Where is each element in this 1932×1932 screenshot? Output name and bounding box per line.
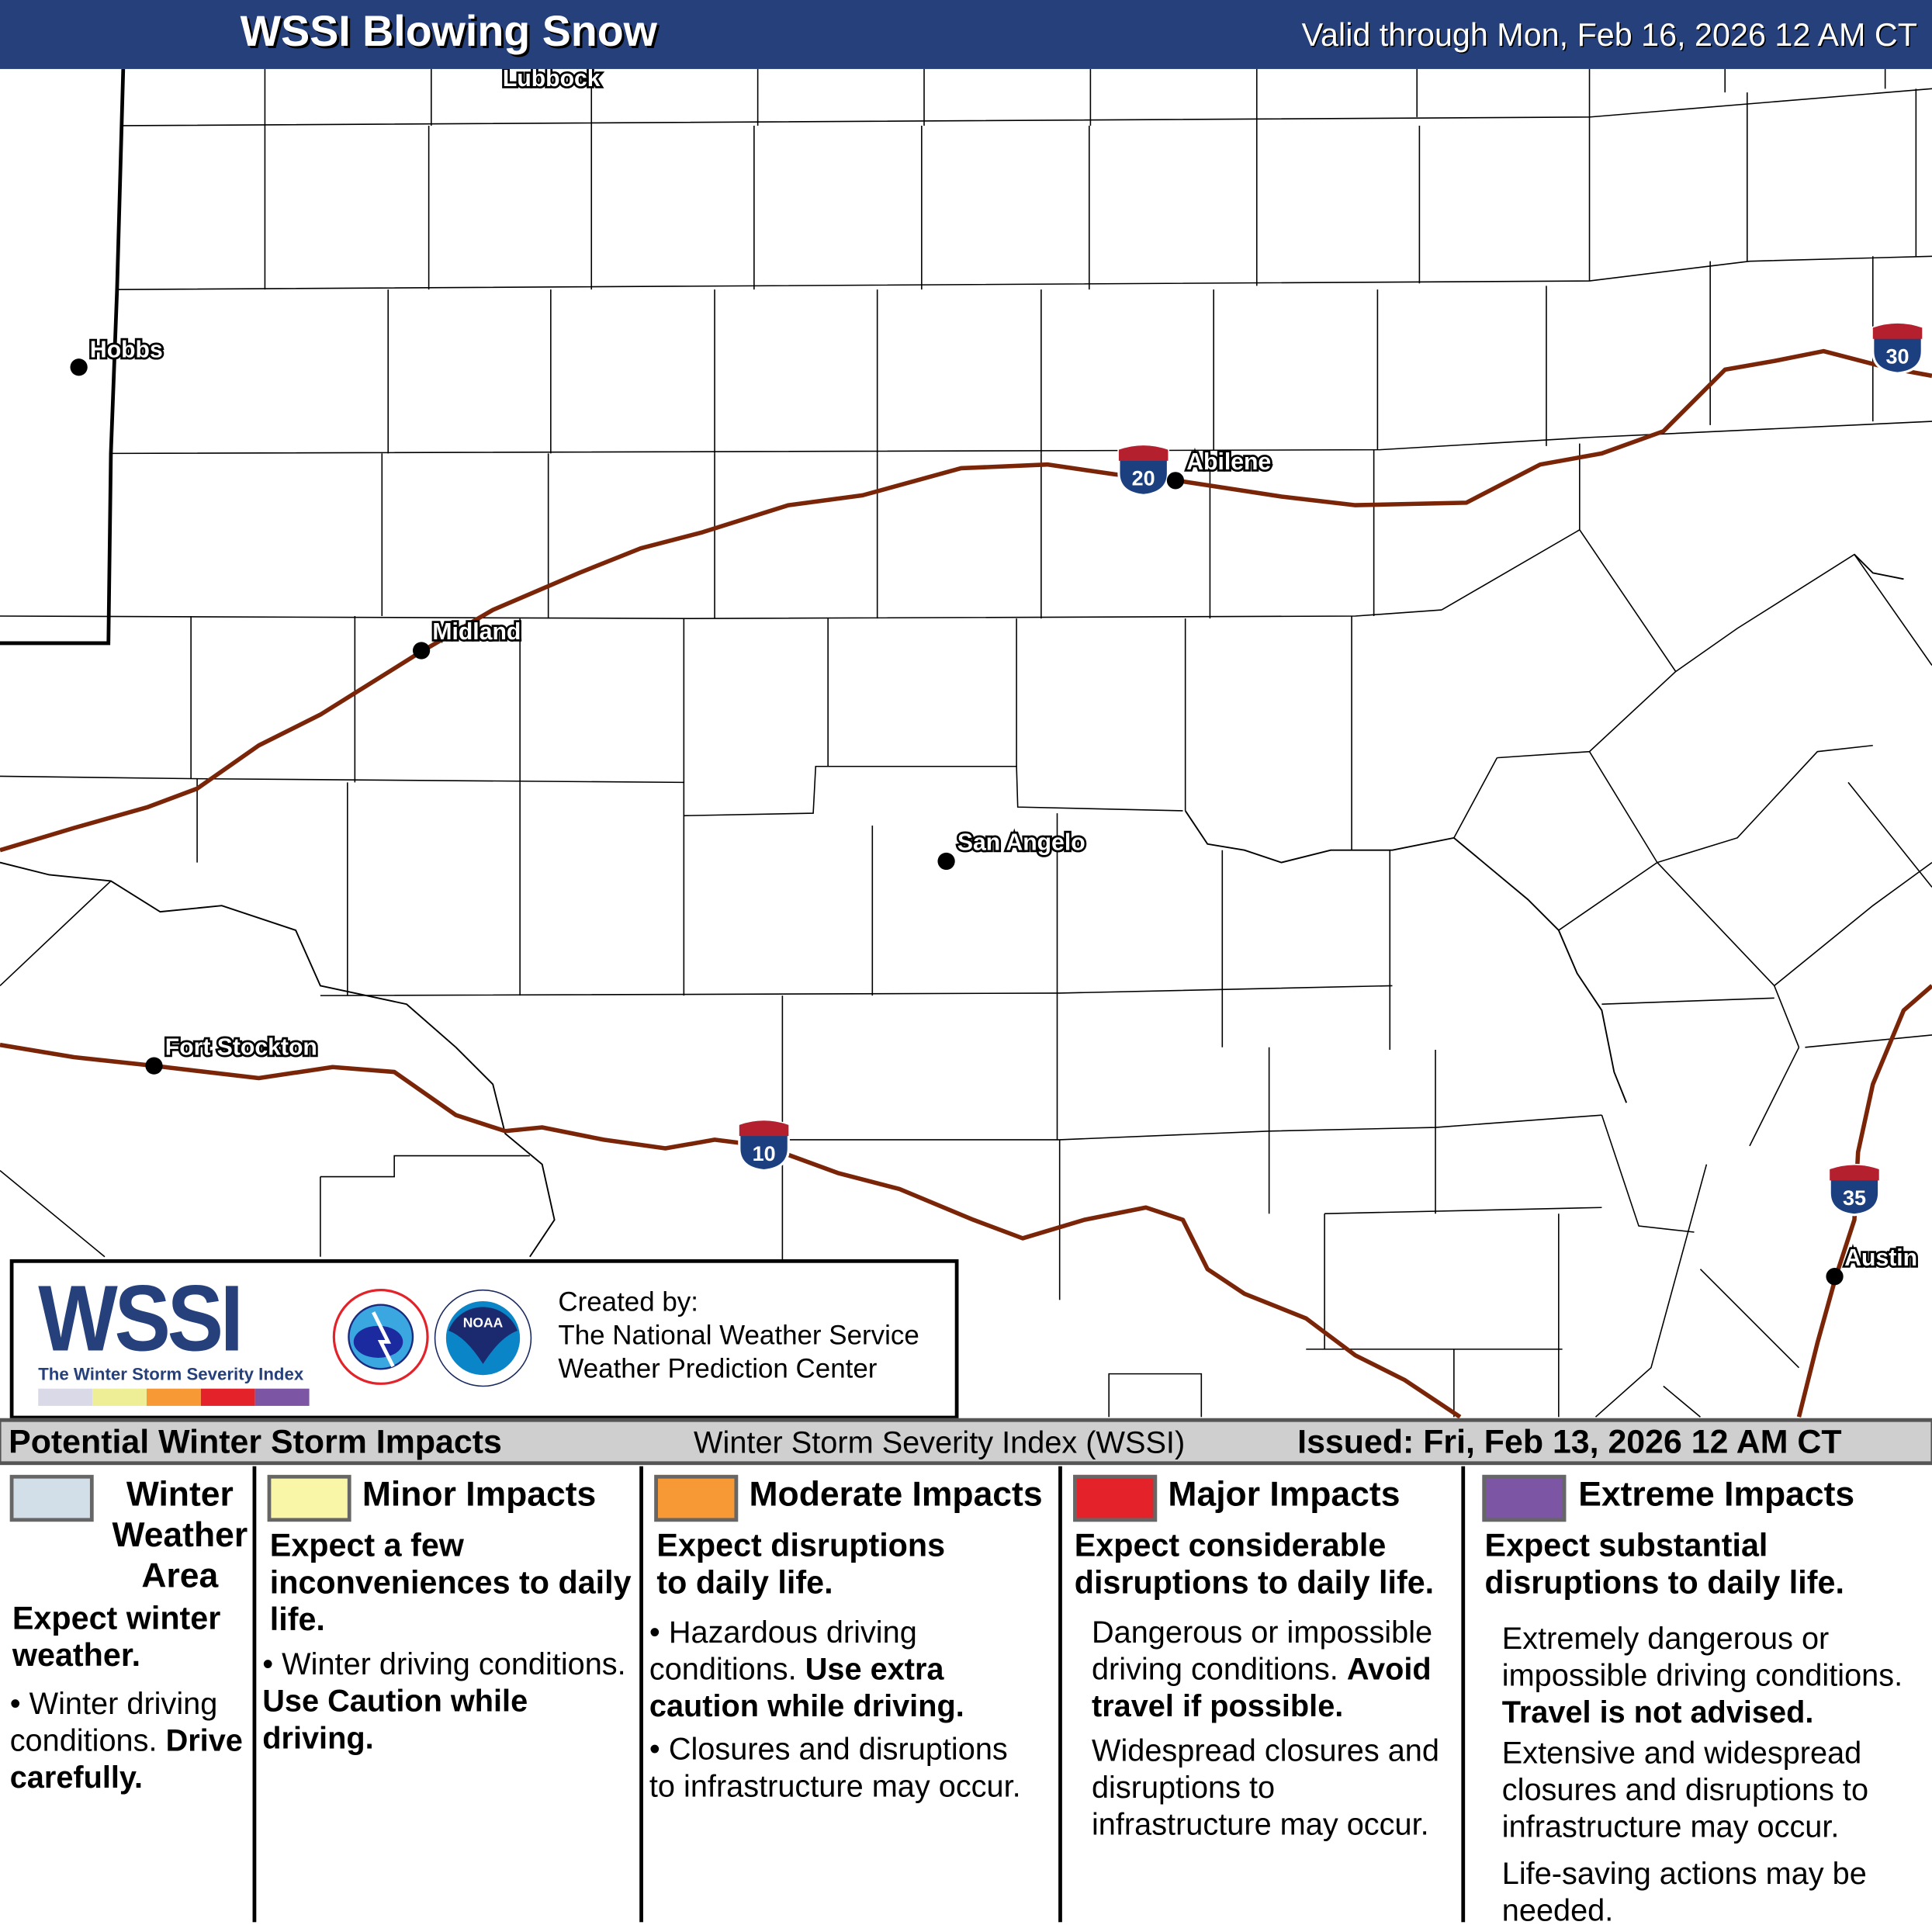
strip-title: Potential Winter Storm Impacts bbox=[9, 1423, 502, 1460]
city-marker-san-angelo bbox=[937, 852, 955, 871]
interstate-30-shield: 30 bbox=[1871, 322, 1923, 375]
svg-text:20: 20 bbox=[1132, 467, 1155, 490]
interstate-20-route bbox=[0, 348, 1932, 853]
city-label-fort-stockton: Fort Stockton bbox=[165, 1034, 317, 1060]
city-label-hobbs: Hobbs bbox=[90, 338, 163, 363]
wssi-color-bar bbox=[38, 1388, 310, 1406]
state-border-nm-tx bbox=[0, 68, 126, 646]
nws-logo bbox=[332, 1289, 429, 1385]
created-by: Created by: The National Weather Service… bbox=[558, 1286, 919, 1384]
cities: Lubbock Hobbs Abilene Midland San Angelo… bbox=[70, 69, 1920, 1286]
legend-swatch bbox=[654, 1474, 739, 1522]
svg-text:35: 35 bbox=[1843, 1186, 1866, 1210]
city-marker-austin bbox=[1826, 1268, 1844, 1286]
wssi-logo: WSSI The Winter Storm Severity Index bbox=[38, 1272, 315, 1406]
strip-index-name: Winter Storm Severity Index (WSSI) bbox=[694, 1425, 1186, 1460]
impact-legend: Winter Weather Area Expect winter weathe… bbox=[0, 1466, 1932, 1932]
legend-moderate-impacts: Moderate Impacts Expect disruptions to d… bbox=[642, 1466, 1062, 1923]
svg-text:10: 10 bbox=[753, 1142, 776, 1165]
info-strip: Potential Winter Storm Impacts Winter St… bbox=[0, 1418, 1932, 1466]
interstate-20-shield: 20 bbox=[1117, 444, 1170, 497]
city-marker-fort-stockton bbox=[145, 1057, 163, 1075]
interstate-10-shield: 10 bbox=[738, 1119, 790, 1172]
city-label-midland: Midland bbox=[432, 619, 521, 645]
city-label-san-angelo: San Angelo bbox=[957, 830, 1085, 856]
city-label-lubbock: Lubbock bbox=[503, 69, 601, 92]
city-label-austin: Austin bbox=[1844, 1245, 1917, 1271]
legend-major-impacts: Major Impacts Expect considerable disrup… bbox=[1061, 1466, 1466, 1923]
legend-minor-impacts: Minor Impacts Expect a few inconvenience… bbox=[255, 1466, 643, 1923]
header-bar: WSSI Blowing Snow Valid through Mon, Feb… bbox=[0, 0, 1932, 69]
map: 20 30 10 35 Lubbock Hobbs Abilene Midlan… bbox=[0, 68, 1932, 1418]
legend-swatch bbox=[1482, 1474, 1567, 1522]
legend-swatch bbox=[9, 1474, 94, 1522]
issued-time: Issued: Fri, Feb 13, 2026 12 AM CT bbox=[1297, 1423, 1842, 1460]
interstate-10-route bbox=[0, 1042, 1462, 1418]
valid-time: Valid through Mon, Feb 16, 2026 12 AM CT bbox=[1301, 16, 1917, 54]
svg-text:NOAA: NOAA bbox=[463, 1314, 504, 1330]
map-title: WSSI Blowing Snow bbox=[240, 7, 657, 56]
city-marker-midland bbox=[412, 642, 431, 660]
credits-box: WSSI The Winter Storm Severity Index NOA… bbox=[9, 1259, 959, 1420]
svg-text:30: 30 bbox=[1886, 345, 1909, 368]
noaa-logo: NOAA bbox=[434, 1289, 532, 1387]
city-marker-abilene bbox=[1166, 472, 1185, 490]
city-marker-hobbs bbox=[70, 358, 88, 376]
legend-swatch bbox=[267, 1474, 351, 1522]
interstate-shields: 20 30 10 35 bbox=[738, 322, 1923, 1217]
legend-swatch bbox=[1073, 1474, 1158, 1522]
interstate-35-shield: 35 bbox=[1828, 1163, 1881, 1217]
county-borders bbox=[0, 68, 1932, 1418]
legend-winter-weather-area: Winter Weather Area Expect winter weathe… bbox=[0, 1466, 257, 1923]
interstate-highways bbox=[0, 348, 1932, 1418]
legend-extreme-impacts: Extreme Impacts Expect substantial disru… bbox=[1464, 1466, 1932, 1928]
city-label-abilene: Abilene bbox=[1186, 449, 1271, 475]
